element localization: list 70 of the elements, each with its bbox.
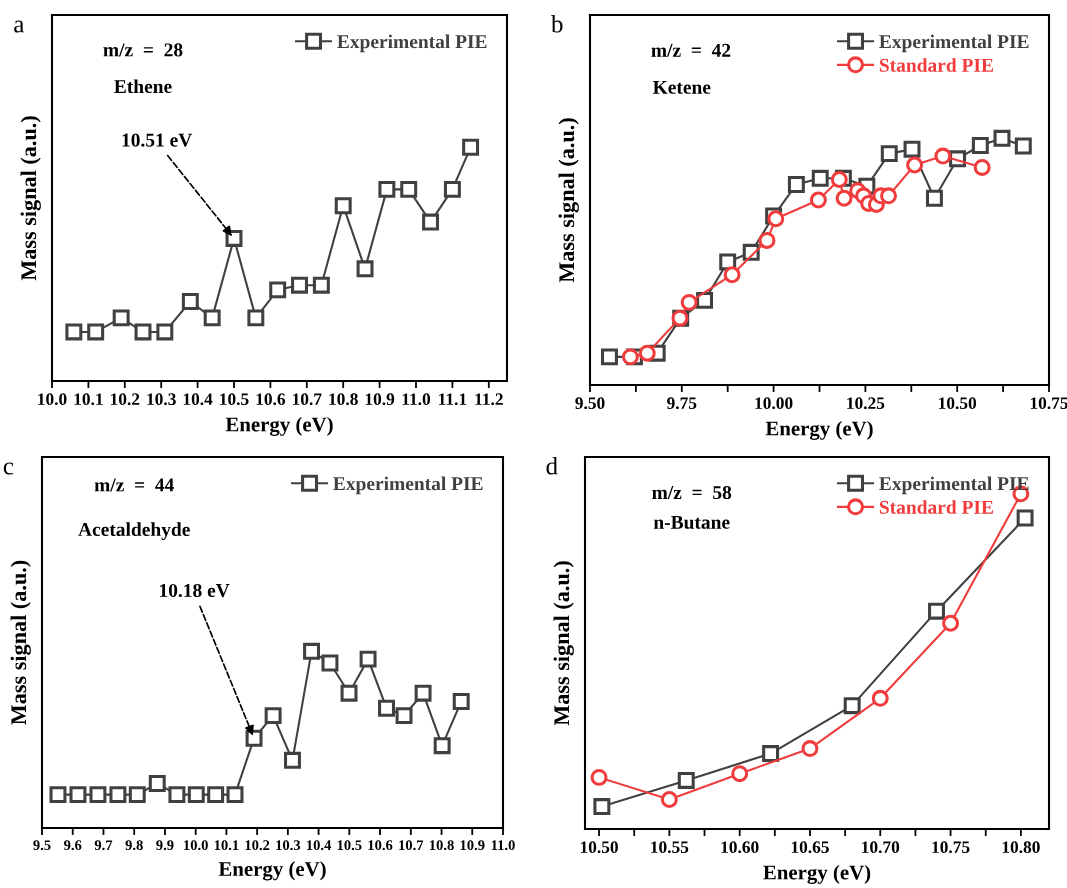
y-axis-title: Mass signal (a.u.) xyxy=(10,560,31,725)
x-tick-label: 10.00 xyxy=(755,397,793,410)
x-tick-label: 9.8 xyxy=(125,840,143,851)
legend-label: Standard PIE xyxy=(879,500,993,514)
x-tick-label: 10.75 xyxy=(1030,397,1067,410)
x-tick-label: 11.2 xyxy=(475,393,503,406)
text: Ethene xyxy=(114,79,172,94)
x-tick-label: 10.2 xyxy=(245,840,270,851)
x-tick-label: 10.6 xyxy=(256,393,286,406)
x-tick-label: 10.8 xyxy=(329,393,358,406)
annotation: 10.18 eV xyxy=(160,583,230,598)
x-tick-label: 10.8 xyxy=(429,840,454,851)
text: Acetaldehyde xyxy=(78,522,190,541)
x-tick-label: 10.0 xyxy=(38,393,67,406)
x-tick-label: 9.7 xyxy=(94,840,113,851)
legend-label: Standard PIE xyxy=(879,58,993,72)
x-tick-label: 10.60 xyxy=(721,841,759,854)
x-tick-label: 10.65 xyxy=(791,841,829,854)
x-tick-label: 10.55 xyxy=(651,841,689,854)
x-tick-label: 10.2 xyxy=(111,393,140,406)
x-tick-label: 10.80 xyxy=(1002,841,1040,854)
x-tick-label: 10.7 xyxy=(293,393,322,406)
x-tick-label: 10.3 xyxy=(147,393,176,406)
y-axis-title: Mass signal (a.u.) xyxy=(558,118,579,283)
x-tick-label: 10.70 xyxy=(862,841,900,854)
x-tick-label: 10.0 xyxy=(184,840,208,851)
x-axis-title: Energy (eV) xyxy=(225,416,333,436)
legend-label: Experimental PIE xyxy=(337,34,487,53)
x-tick-label: 10.4 xyxy=(307,840,332,851)
x-tick-label: 10.6 xyxy=(368,840,393,851)
annotation: n-Butane xyxy=(653,515,730,529)
y-axis-title: Mass signal (a.u.) xyxy=(20,116,41,281)
x-tick-label: 10.1 xyxy=(214,840,239,851)
x-tick-label: 10.7 xyxy=(399,840,424,851)
x-axis-title: Energy (eV) xyxy=(218,861,326,881)
chart-title: d xyxy=(546,457,558,475)
x-tick-label: 9.5 xyxy=(33,840,51,851)
x-tick-label: 10.5 xyxy=(220,393,249,406)
chart-title: b xyxy=(550,15,563,33)
x-tick-label: 11.0 xyxy=(491,840,515,851)
legend-label: Experimental PIE xyxy=(333,476,483,495)
x-tick-label: 10.50 xyxy=(939,397,977,410)
x-tick-label: 10.4 xyxy=(183,393,213,406)
text: Ketene xyxy=(652,80,711,94)
text: m/z = 28 xyxy=(103,43,183,57)
text: m/z = 44 xyxy=(94,478,174,492)
x-tick-label: 10.9 xyxy=(365,393,395,406)
x-axis-title: Energy (eV) xyxy=(763,864,871,884)
x-tick-label: 11.0 xyxy=(402,393,431,406)
x-tick-label: 9.75 xyxy=(667,397,697,410)
x-tick-label: 10.25 xyxy=(847,397,885,410)
legend-label: Experimental PIE xyxy=(879,34,1029,53)
y-axis-title: Mass signal (a.u.) xyxy=(553,561,574,726)
text: m/z = 42 xyxy=(651,43,731,57)
x-tick-label: 9.9 xyxy=(156,840,174,851)
chart-title: a xyxy=(14,20,25,33)
x-tick-label: 11.1 xyxy=(439,393,467,406)
x-tick-label: 10.5 xyxy=(337,840,362,851)
x-tick-label: 9.50 xyxy=(575,397,605,410)
legend-label: Experimental PIE xyxy=(879,476,1029,495)
x-tick-label: 9.6 xyxy=(64,840,82,851)
x-tick-label: 10.75 xyxy=(932,841,970,854)
x-tick-label: 10.3 xyxy=(276,840,301,851)
chart-title: c xyxy=(3,462,14,475)
x-tick-label: 10.1 xyxy=(74,393,103,406)
x-tick-label: 10.9 xyxy=(460,840,485,851)
annotation: m/z = 58 xyxy=(652,485,732,500)
annotation: 10.51 eV xyxy=(122,133,193,147)
x-axis-title: Energy (eV) xyxy=(765,420,873,440)
x-tick-label: 10.50 xyxy=(580,841,618,854)
